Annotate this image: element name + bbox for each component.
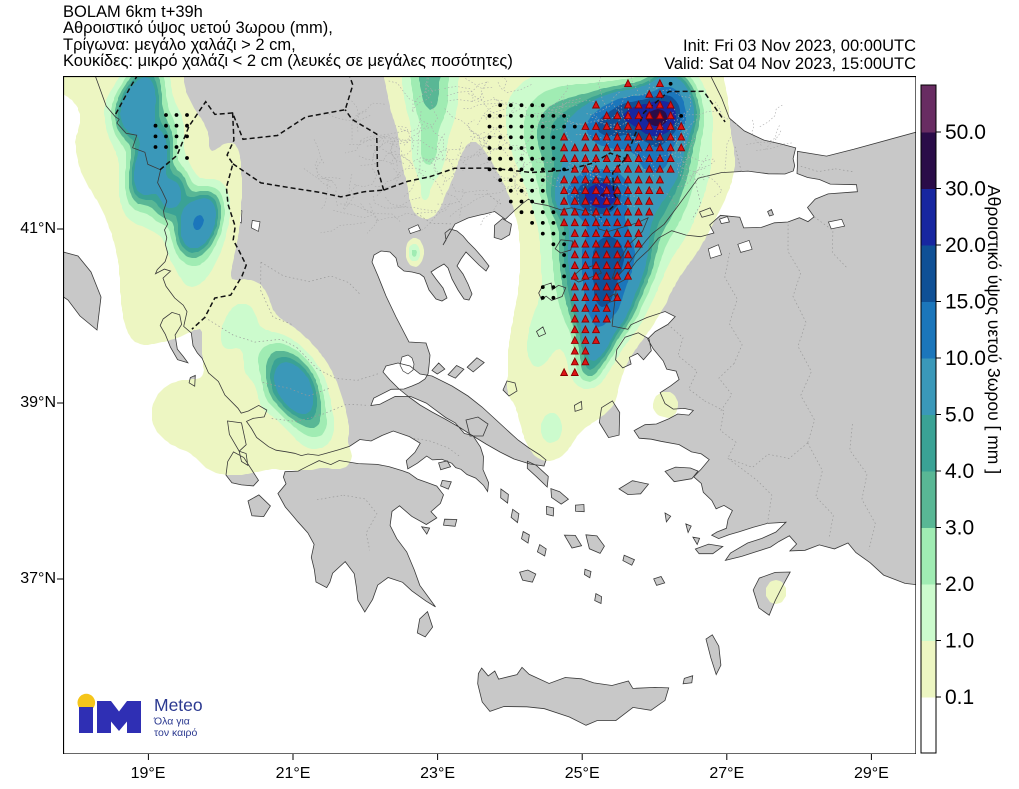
svg-text:20.0: 20.0 [945,234,986,257]
svg-text:3.0: 3.0 [945,517,974,540]
svg-text:10.0: 10.0 [945,347,986,370]
svg-text:15.0: 15.0 [945,291,986,314]
svg-text:Όλα για: Όλα για [153,716,190,728]
svg-text:τον καιρό: τον καιρό [154,727,198,739]
svg-text:2.0: 2.0 [945,573,974,596]
svg-text:4.0: 4.0 [945,460,974,483]
svg-text:1.0: 1.0 [945,630,974,653]
svg-text:Meteo: Meteo [154,695,203,715]
svg-text:50.0: 50.0 [945,121,986,144]
svg-text:0.1: 0.1 [945,686,974,709]
svg-text:5.0: 5.0 [945,404,974,427]
svg-text:30.0: 30.0 [945,178,986,201]
